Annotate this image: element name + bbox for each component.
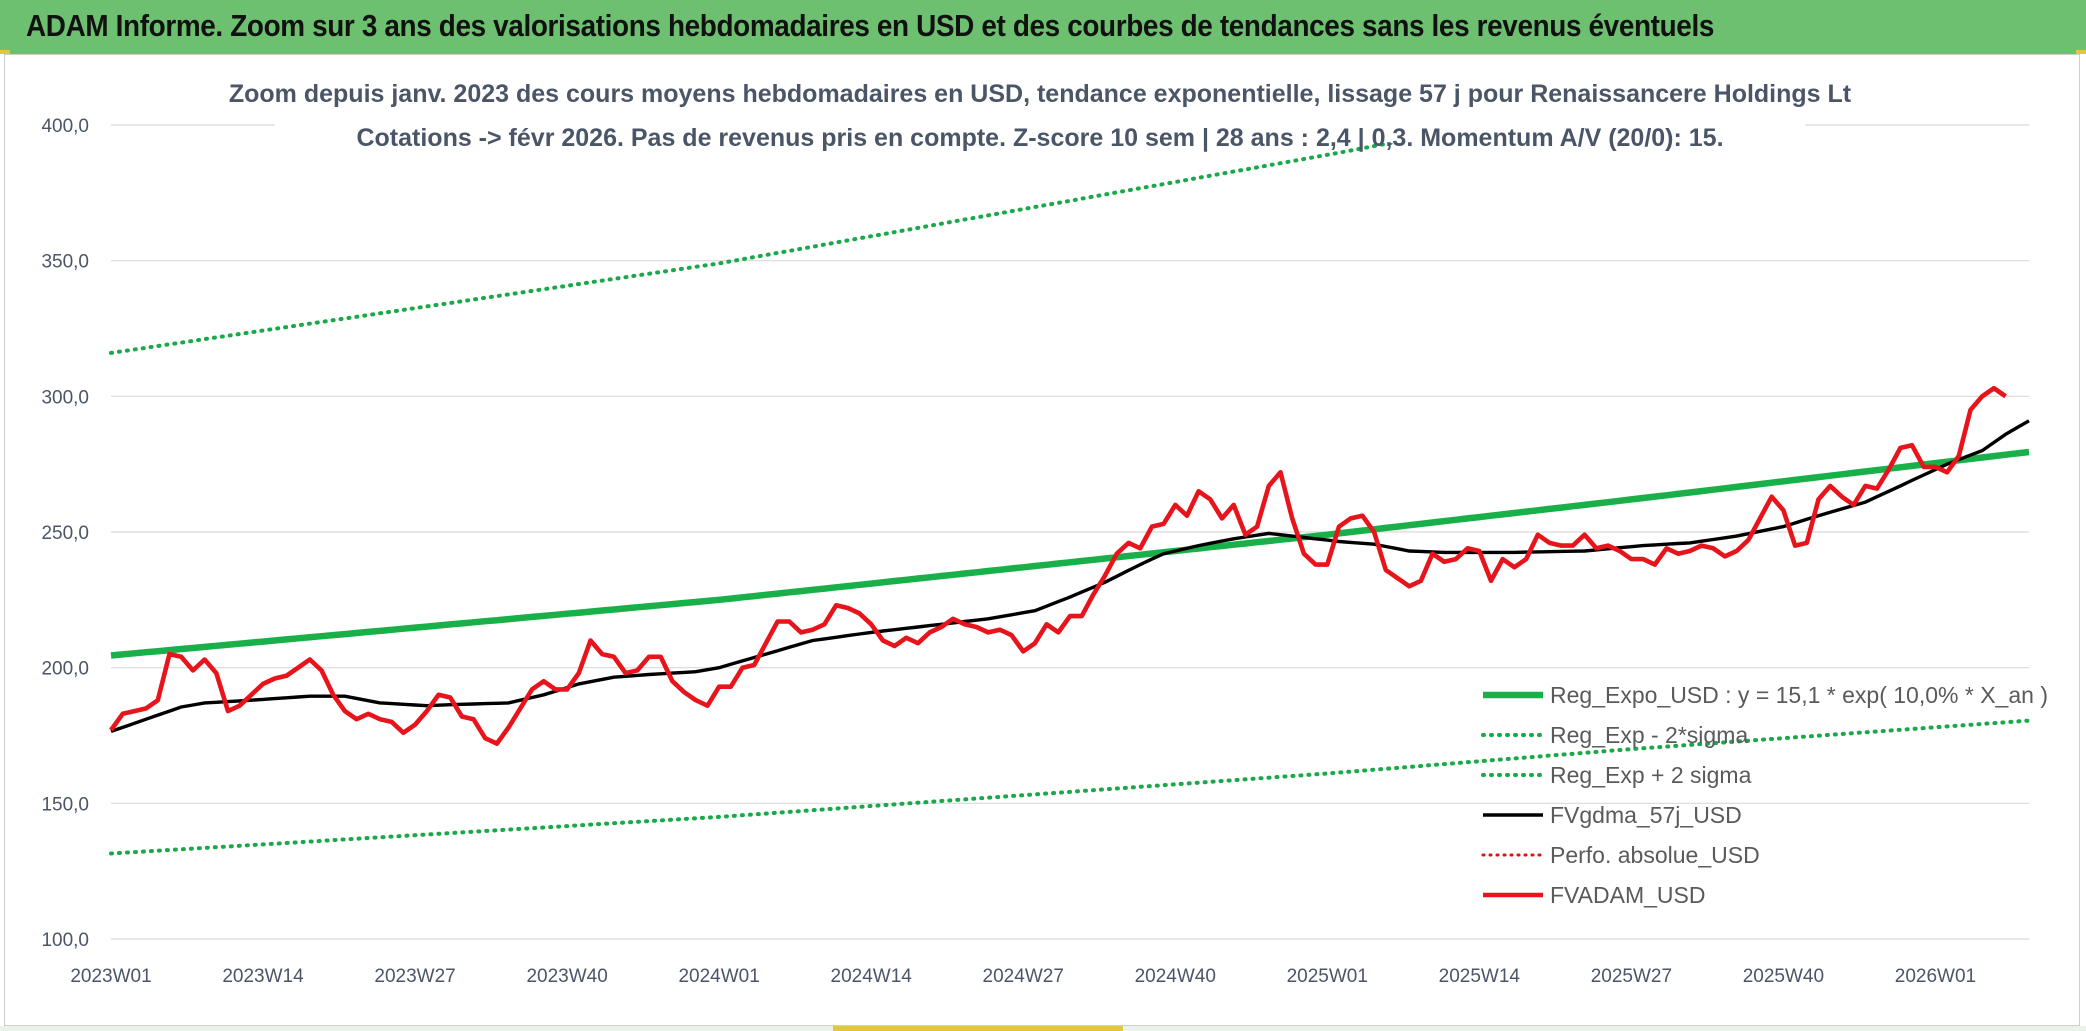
x-tick-label: 2024W14 <box>831 966 913 987</box>
y-tick-label: 300,0 <box>41 387 89 408</box>
legend-label: FVgdma_57j_USD <box>1550 802 1742 828</box>
chart-area: 100,0 150,0 200,0 250,0 300,0 350,0 400,0 2023… <box>4 54 2080 1026</box>
x-tick-label: 2024W40 <box>1135 966 1216 987</box>
fvadam-line <box>109 385 2007 746</box>
y-tick-label: 350,0 <box>41 252 89 273</box>
chart-title-background <box>275 63 1805 143</box>
y-tick-label: 250,0 <box>41 523 89 544</box>
legend-fvgdma: FVgdma_57j_USD <box>1483 802 1742 828</box>
chart-title-line1: Zoom depuis janv. 2023 des cours moyens … <box>229 80 1852 108</box>
y-axis-ticks: 100,0 150,0 200,0 250,0 300,0 350,0 400,0 <box>41 116 89 951</box>
x-tick-label: 2025W14 <box>1439 966 1521 987</box>
reg-expo-line <box>110 448 2030 659</box>
y-tick-label: 400,0 <box>41 116 89 137</box>
chart-svg: 100,0 150,0 200,0 250,0 300,0 350,0 400,0 2023… <box>41 63 2048 987</box>
x-tick-label: 2023W40 <box>526 966 607 987</box>
y-tick-label: 100,0 <box>41 930 89 951</box>
bottom-mark <box>833 1026 1123 1031</box>
x-axis-ticks: 2023W01 2023W14 2023W27 2023W40 2024W01 2024W… <box>70 966 1976 987</box>
x-tick-label: 2024W01 <box>678 966 759 987</box>
x-tick-label: 2025W27 <box>1591 966 1672 987</box>
x-tick-label: 2024W27 <box>983 966 1064 987</box>
legend-upper-band: Reg_Exp + 2 sigma <box>1481 762 1752 788</box>
x-tick-label: 2023W14 <box>222 966 304 987</box>
report-title: ADAM Informe. Zoom sur 3 ans des valoris… <box>26 8 1714 43</box>
legend: Reg_Expo_USD : y = 15,1 * exp( 10,0% * X… <box>1481 682 2048 908</box>
legend-label: Reg_Exp - 2*sigma <box>1550 722 1748 748</box>
x-tick-label: 2025W40 <box>1743 966 1824 987</box>
legend-label: Perfo. absolue_USD <box>1550 842 1760 868</box>
gridlines <box>111 124 2029 940</box>
legend-perfo: Perfo. absolue_USD <box>1481 842 1760 868</box>
x-tick-label: 2023W27 <box>374 966 455 987</box>
legend-label: FVADAM_USD <box>1550 882 1706 908</box>
y-tick-label: 150,0 <box>41 794 89 815</box>
series-group <box>109 121 2031 856</box>
chart-title-line2: Cotations -> févr 2026. Pas de revenus p… <box>356 124 1723 152</box>
banner-corner-left <box>0 50 10 54</box>
legend-label: Reg_Exp + 2 sigma <box>1550 762 1752 788</box>
legend-fvadam: FVADAM_USD <box>1483 882 1706 908</box>
x-tick-label: 2023W01 <box>70 966 151 987</box>
legend-lower-band: Reg_Exp - 2*sigma <box>1481 722 1748 748</box>
x-tick-label: 2025W01 <box>1287 966 1368 987</box>
legend-label: Reg_Expo_USD : y = 15,1 * exp( 10,0% * X… <box>1550 682 2048 708</box>
report-banner: ADAM Informe. Zoom sur 3 ans des valoris… <box>0 0 2086 54</box>
y-tick-label: 200,0 <box>41 659 89 680</box>
legend-reg-expo: Reg_Expo_USD : y = 15,1 * exp( 10,0% * X… <box>1483 682 2048 708</box>
banner-corner-right <box>2076 50 2086 54</box>
x-tick-label: 2026W01 <box>1895 966 1976 987</box>
lower-band-line <box>109 718 2031 856</box>
